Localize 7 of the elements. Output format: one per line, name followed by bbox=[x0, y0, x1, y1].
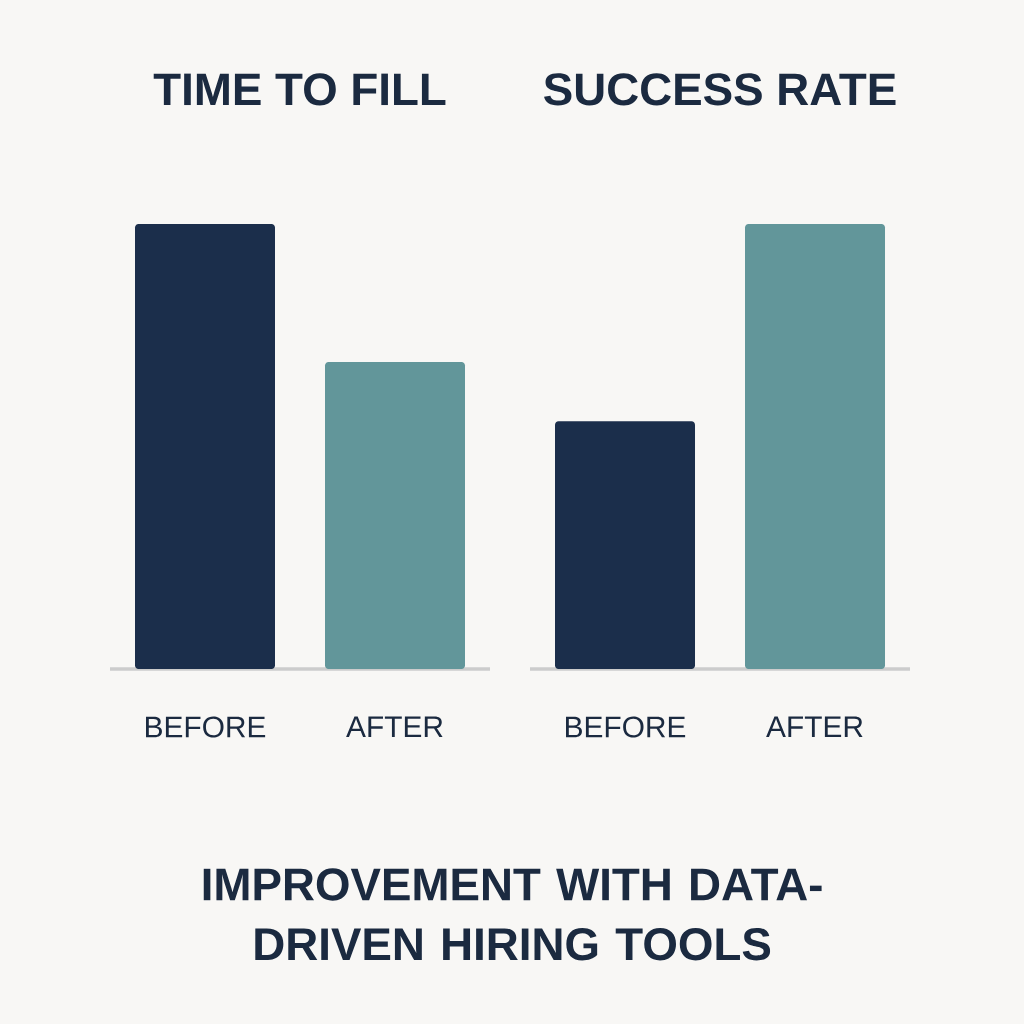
chart-title: SUCCESS RATE bbox=[544, 73, 896, 106]
x-tick-label: AFTER bbox=[766, 716, 863, 737]
chart-title: TIME TO FILL bbox=[153, 73, 446, 106]
x-tick-label: BEFORE bbox=[146, 716, 266, 738]
x-tick-label: AFTER bbox=[346, 716, 443, 737]
x-tick-label: BEFORE bbox=[566, 716, 686, 738]
text: IMPROVEMENT WITH DATA-DRIVEN HIRING TOOLS bbox=[203, 868, 822, 961]
